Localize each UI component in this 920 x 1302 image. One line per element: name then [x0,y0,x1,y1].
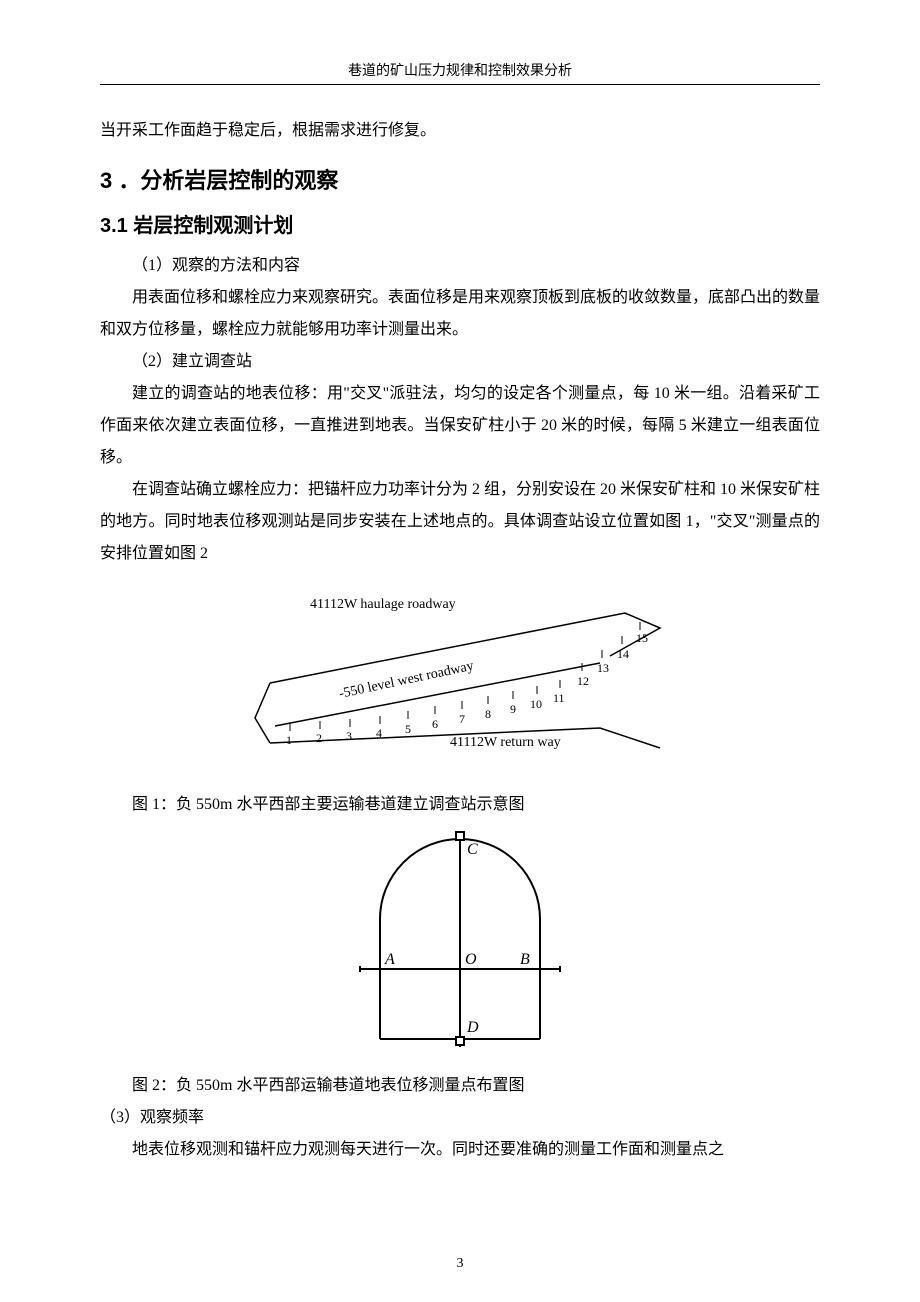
item1-body: 用表面位移和螺栓应力来观察研究。表面位移是用来观察顶板到底板的收敛数量，底部凸出… [100,282,820,346]
fig2-point-D: D [466,1019,479,1036]
figure-2-container: A B C D O [100,829,820,1064]
header-rule [100,84,820,85]
svg-text:11: 11 [553,691,565,705]
figure-1-diagram: 41112W haulage roadway -550 level west r… [230,578,690,778]
section-3-1-heading: 3.1 岩层控制观测计划 [100,209,820,238]
svg-text:2: 2 [316,731,322,745]
section-3-heading: 3 ．分析岩层控制的观察 [100,163,820,195]
svg-text:7: 7 [459,712,465,726]
item3-body: 地表位移观测和锚杆应力观测每天进行一次。同时还要准确的测量工作面和测量点之 [100,1134,820,1166]
svg-text:6: 6 [432,717,438,731]
item1-label: （1）观察的方法和内容 [100,250,820,282]
item2-label: （2）建立调查站 [100,346,820,378]
intro-paragraph: 当开采工作面趋于稳定后，根据需求进行修复。 [100,115,820,147]
fig1-return-label: 41112W return way [450,735,561,750]
page-number: 3 [0,1256,920,1272]
figure-2-caption: 图 2：负 550m 水平西部运输巷道地表位移测量点布置图 [100,1070,820,1102]
item3-label: （3）观察频率 [100,1102,820,1134]
svg-text:10: 10 [530,697,542,711]
page-header-title: 巷道的矿山压力规律和控制效果分析 [100,60,820,80]
svg-text:1: 1 [286,733,292,747]
item2-body2: 在调查站确立螺栓应力：把锚杆应力功率计分为 2 组，分别安设在 20 米保安矿柱… [100,474,820,570]
figure-1-container: 41112W haulage roadway -550 level west r… [100,578,820,783]
fig1-haulage-label: 41112W haulage roadway [310,597,456,612]
figure-2-diagram: A B C D O [325,829,595,1059]
fig2-point-O: O [465,951,477,968]
figure-1-caption: 图 1：负 550m 水平西部主要运输巷道建立调查站示意图 [100,789,820,821]
svg-text:4: 4 [376,726,382,740]
svg-text:13: 13 [597,661,609,675]
fig2-point-C: C [467,841,478,858]
fig2-point-B: B [520,951,530,968]
svg-text:12: 12 [577,674,589,688]
svg-text:14: 14 [617,647,629,661]
fig2-point-A: A [384,951,395,968]
svg-text:9: 9 [510,702,516,716]
item2-body1: 建立的调查站的地表位移：用"交叉"派驻法，均匀的设定各个测量点，每 10 米一组… [100,378,820,474]
svg-text:8: 8 [485,707,491,721]
svg-text:3: 3 [346,729,352,743]
svg-text:15: 15 [636,631,648,645]
svg-text:5: 5 [405,722,411,736]
